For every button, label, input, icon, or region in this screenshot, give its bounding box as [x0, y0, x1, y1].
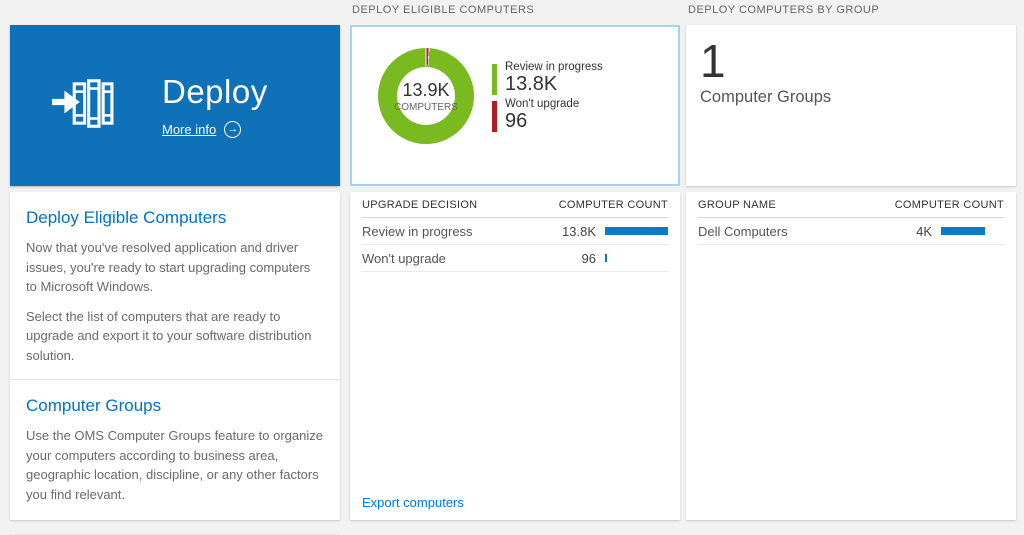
section-heading-computer-groups: Computer Groups	[26, 396, 162, 415]
section-paragraph: Use the OMS Computer Groups feature to o…	[26, 428, 323, 502]
group-table-panel: GROUP NAME COMPUTER COUNT Dell Computers…	[686, 192, 1016, 520]
legend-label: Review in progress	[505, 61, 603, 73]
legend-value: 96	[505, 110, 528, 132]
table-header-row: UPGRADE DECISION COMPUTER COUNT	[362, 192, 668, 218]
row-name: Won't upgrade	[362, 250, 446, 266]
middle-column-header: DEPLOY ELIGIBLE COMPUTERS	[352, 4, 535, 16]
right-column-header: DEPLOY COMPUTERS BY GROUP	[688, 4, 880, 16]
row-value: 13.8K	[562, 223, 596, 239]
row-bar	[605, 227, 668, 235]
deploy-title: Deploy	[162, 73, 268, 110]
table-row-wont-upgrade[interactable]: Won't upgrade 96	[362, 245, 668, 272]
deploy-books-arrow-icon	[52, 74, 114, 137]
row-bar	[941, 227, 986, 235]
donut-total-label: COMPUTERS	[394, 101, 458, 113]
section-heading-deploy-eligible: Deploy Eligible Computers	[26, 208, 227, 227]
donut-center: 13.9K COMPUTERS	[394, 67, 458, 125]
row-name: Dell Computers	[698, 223, 788, 239]
upgrade-decision-table-panel: UPGRADE DECISION COMPUTER COUNT Review i…	[350, 192, 680, 520]
left-description-panel: Deploy Eligible Computers Now that you'v…	[10, 192, 340, 535]
deploy-tile[interactable]: Deploy More info →	[10, 25, 340, 186]
table-row-dell-computers[interactable]: Dell Computers 4K	[698, 218, 1004, 245]
row-value: 4K	[916, 223, 932, 239]
eligible-computers-donut-tile[interactable]: 13.9K COMPUTERS Review in progress 13.8K…	[350, 25, 680, 186]
section-paragraph: Now that you've resolved application and…	[26, 240, 311, 294]
more-info-arrow-icon[interactable]: →	[224, 121, 242, 138]
legend-item-review-in-progress: Review in progress 13.8K	[492, 61, 603, 95]
more-info-link[interactable]: More info	[162, 122, 217, 137]
section-paragraph: Select the list of computers that are re…	[26, 308, 312, 363]
row-value: 96	[581, 250, 596, 266]
legend-item-wont-upgrade: Won't upgrade 96	[492, 98, 603, 132]
legend-value: 13.8K	[505, 73, 558, 95]
divider	[10, 379, 340, 380]
legend-label: Won't upgrade	[505, 98, 580, 110]
column-header-computer-count: COMPUTER COUNT	[558, 198, 668, 211]
row-name: Review in progress	[362, 223, 473, 239]
group-count: 1	[700, 35, 726, 87]
legend-swatch-red	[492, 101, 497, 132]
group-count-label: Computer Groups	[700, 88, 832, 106]
donut-legend: Review in progress 13.8K Won't upgrade 9…	[492, 61, 603, 135]
export-computers-link[interactable]: Export computers	[362, 495, 464, 510]
computer-groups-tile[interactable]: 1 Computer Groups	[686, 25, 1016, 186]
column-header-computer-count: COMPUTER COUNT	[894, 198, 1004, 211]
row-bar	[605, 254, 607, 262]
column-header-upgrade-decision: UPGRADE DECISION	[362, 198, 478, 211]
column-header-group-name: GROUP NAME	[698, 198, 776, 211]
table-row-review-in-progress[interactable]: Review in progress 13.8K	[362, 218, 668, 245]
table-header-row: GROUP NAME COMPUTER COUNT	[698, 192, 1004, 218]
donut-chart: 13.9K COMPUTERS	[378, 48, 474, 144]
legend-swatch-green	[492, 64, 497, 95]
donut-total-value: 13.9K	[402, 79, 450, 100]
